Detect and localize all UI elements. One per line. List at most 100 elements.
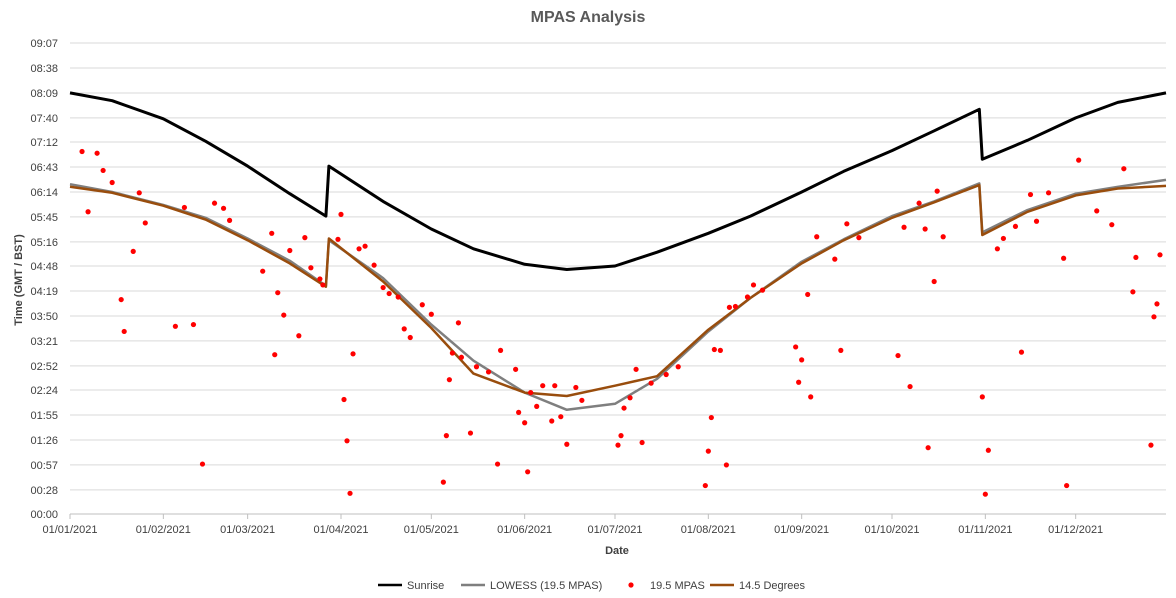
scatter-point [522,420,528,426]
x-tick-label: 01/03/2021 [220,524,275,536]
scatter-points [79,148,1163,497]
scatter-point [916,200,922,206]
y-tick-label: 06:14 [30,187,58,199]
scatter-point [615,442,621,448]
scatter-point [552,383,558,389]
y-tick-label: 01:26 [30,435,58,447]
scatter-point [1000,235,1007,242]
y-tick-label: 02:24 [30,385,58,397]
scatter-point [1154,301,1160,307]
scatter-point [723,462,729,468]
scatter-point [449,350,455,356]
scatter-point [1027,191,1034,198]
scatter-point [732,303,739,310]
series-line-sunrise [69,91,1167,271]
scatter-point [805,291,811,298]
scatter-point [663,371,669,378]
scatter-point [85,209,91,215]
legend-label: 14.5 Degrees [739,580,806,592]
legend-label: LOWESS (19.5 MPAS) [490,580,602,592]
scatter-point [1045,190,1052,196]
scatter-point [844,221,850,227]
scatter-point [386,290,392,297]
x-tick-label: 01/06/2021 [497,524,552,536]
x-axis-title: Date [605,545,629,557]
scatter-point [931,278,937,285]
x-tick-label: 01/01/2021 [42,524,97,536]
scatter-point [356,246,362,252]
scatter-point [118,296,124,303]
y-tick-label: 03:21 [30,336,58,348]
scatter-point [275,290,281,296]
scatter-point [443,433,449,439]
scatter-point [1133,254,1139,261]
scatter-point [181,204,188,211]
scatter-point [633,366,639,372]
legend-marker [628,582,634,588]
scatter-point [94,150,100,156]
y-tick-label: 06:43 [30,162,58,174]
scatter-point [497,347,504,353]
scatter-point [130,248,136,254]
scatter-point [407,334,413,341]
scatter-point [1148,442,1154,448]
scatter-point [344,438,350,444]
scatter-point [573,384,579,391]
x-tick-label: 01/10/2021 [864,524,919,536]
legend-label: Sunrise [407,580,444,592]
scatter-point [272,352,278,358]
scatter-point [1018,349,1025,355]
scatter-point [1094,208,1100,214]
x-tick-label: 01/05/2021 [404,524,459,536]
scatter-point [744,294,751,300]
y-tick-label: 09:07 [30,38,58,50]
x-tick-label: 01/02/2021 [136,524,191,536]
scatter-point [1130,289,1136,295]
series-line-14-5-degrees [69,183,1167,398]
x-tick-label: 01/09/2021 [774,524,829,536]
scatter-point [705,448,711,454]
scatter-point [808,394,814,400]
scatter-point [759,287,766,293]
x-tick-label: 01/04/2021 [313,524,368,536]
scatter-point [979,394,985,400]
scatter-point [814,234,820,240]
scatter-point [455,320,462,326]
scatter-point [750,282,757,288]
y-tick-label: 01:55 [30,410,58,422]
scatter-point [832,256,838,262]
scatter-point [675,364,681,370]
scatter-point [281,312,287,318]
y-tick-label: 07:12 [30,137,58,149]
scatter-point [347,490,353,496]
scatter-point [79,148,85,155]
y-tick-label: 00:28 [30,485,58,497]
scatter-point [618,433,624,439]
y-tick-label: 02:52 [30,361,58,373]
scatter-point [627,395,633,401]
scatter-point [1033,218,1040,224]
y-axis-title: Time (GMT / BST) [13,234,25,326]
scatter-point [1109,222,1115,228]
scatter-point [940,234,946,240]
scatter-point [528,389,534,396]
scatter-point [558,414,564,420]
scatter-point [639,439,645,446]
scatter-point [428,311,434,317]
scatter-point [220,205,227,211]
scatter-point [1157,252,1163,258]
scatter-point [371,262,377,268]
scatter-point [648,380,654,386]
scatter-point [1061,255,1067,261]
y-tick-label: 08:09 [30,88,58,100]
x-tick-label: 01/11/2021 [958,524,1012,536]
scatter-point [109,179,115,186]
scatter-point [1064,482,1070,489]
scatter-point [982,491,988,497]
scatter-point [708,414,714,421]
scatter-point [856,234,862,241]
scatter-point [485,369,492,375]
scatter-point [320,282,326,288]
y-tick-label: 04:48 [30,261,58,273]
scatter-point [934,188,940,194]
